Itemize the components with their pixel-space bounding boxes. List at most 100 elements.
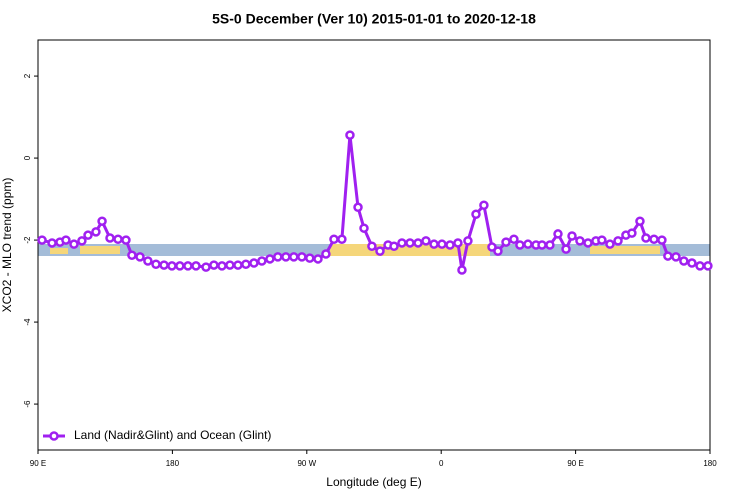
data-point	[597, 235, 607, 245]
data-point	[413, 238, 423, 248]
data-point	[457, 265, 467, 275]
data-point	[241, 259, 251, 270]
data-point	[553, 229, 563, 239]
data-point	[687, 258, 697, 268]
data-point	[167, 261, 177, 271]
y-tick-label: 0	[23, 155, 32, 160]
data-point	[121, 235, 131, 245]
legend-swatch	[49, 431, 59, 441]
data-point	[113, 234, 123, 245]
data-point	[429, 239, 439, 249]
data-point	[479, 200, 489, 210]
data-point	[397, 238, 407, 248]
data-point	[61, 235, 71, 245]
data-point	[159, 260, 169, 270]
data-point	[127, 250, 137, 260]
data-point	[375, 246, 385, 256]
y-tick-label: -4	[23, 318, 32, 326]
y-axis-label: XCO2 - MLO trend (ppm)	[0, 178, 14, 313]
data-point	[225, 260, 235, 270]
x-tick-label: 180	[703, 459, 717, 468]
data-point	[493, 246, 503, 256]
data-point	[183, 261, 193, 271]
data-point	[471, 209, 481, 219]
data-point	[405, 238, 415, 248]
data-point	[627, 228, 637, 238]
data-point	[217, 261, 227, 271]
data-point	[703, 261, 713, 271]
data-point	[69, 239, 79, 249]
data-point	[83, 230, 93, 240]
x-tick-label: 90 W	[297, 459, 316, 468]
data-point	[575, 236, 585, 246]
data-point	[257, 256, 267, 266]
data-point	[273, 252, 283, 262]
data-point	[421, 236, 431, 246]
data-point	[329, 234, 339, 245]
data-point	[37, 235, 47, 245]
data-point	[143, 256, 153, 266]
data-point	[321, 249, 331, 259]
data-point	[671, 252, 681, 262]
land-band	[590, 246, 660, 254]
data-point	[545, 240, 555, 250]
data-point	[367, 241, 377, 251]
data-point	[313, 254, 323, 264]
data-point	[135, 252, 145, 262]
data-point	[445, 240, 455, 250]
data-point	[501, 237, 511, 247]
data-point	[523, 239, 533, 249]
data-point	[679, 256, 689, 266]
data-point	[191, 261, 201, 271]
data-point	[567, 231, 577, 241]
data-point	[233, 260, 243, 270]
x-tick-label: 180	[166, 459, 180, 468]
data-point	[635, 216, 645, 226]
y-tick-label: -6	[23, 400, 32, 408]
data-point	[437, 239, 447, 249]
data-point	[453, 238, 463, 248]
data-point	[463, 236, 473, 246]
land-band	[50, 248, 68, 254]
data-point	[47, 238, 57, 248]
data-point	[695, 261, 705, 271]
data-point	[613, 236, 623, 246]
data-point	[77, 236, 87, 246]
data-point	[509, 234, 519, 245]
x-axis-label: Longitude (deg E)	[326, 475, 421, 489]
y-tick-label: 2	[23, 73, 32, 78]
data-point	[289, 252, 299, 262]
data-point	[105, 233, 115, 243]
data-point	[97, 216, 107, 226]
data-point	[583, 238, 593, 248]
x-tick-label: 90 E	[567, 459, 583, 468]
x-tick-label: 0	[439, 459, 444, 468]
data-point	[515, 240, 525, 250]
data-point	[389, 241, 399, 251]
data-point	[353, 202, 363, 213]
data-point	[561, 244, 571, 254]
data-point	[281, 252, 291, 262]
data-point	[209, 260, 219, 270]
data-point	[537, 240, 547, 250]
data-point	[345, 130, 355, 140]
data-point	[297, 252, 307, 262]
legend-label: Land (Nadir&Glint) and Ocean (Glint)	[74, 428, 271, 442]
data-point	[175, 261, 185, 271]
data-point	[605, 239, 615, 249]
data-point	[641, 233, 651, 243]
data-point	[649, 234, 659, 245]
data-point	[663, 251, 673, 261]
x-tick-label: 90 E	[30, 459, 46, 468]
y-tick-label: -2	[23, 236, 32, 244]
plot-frame	[37, 39, 711, 451]
data-point	[487, 242, 497, 252]
data-point	[151, 259, 161, 270]
data-point	[337, 234, 347, 245]
chart-title: 5S-0 December (Ver 10) 2015-01-01 to 202…	[212, 11, 536, 27]
data-point	[657, 235, 667, 245]
data-point	[305, 253, 315, 263]
data-point	[359, 223, 369, 233]
data-point	[201, 262, 211, 272]
